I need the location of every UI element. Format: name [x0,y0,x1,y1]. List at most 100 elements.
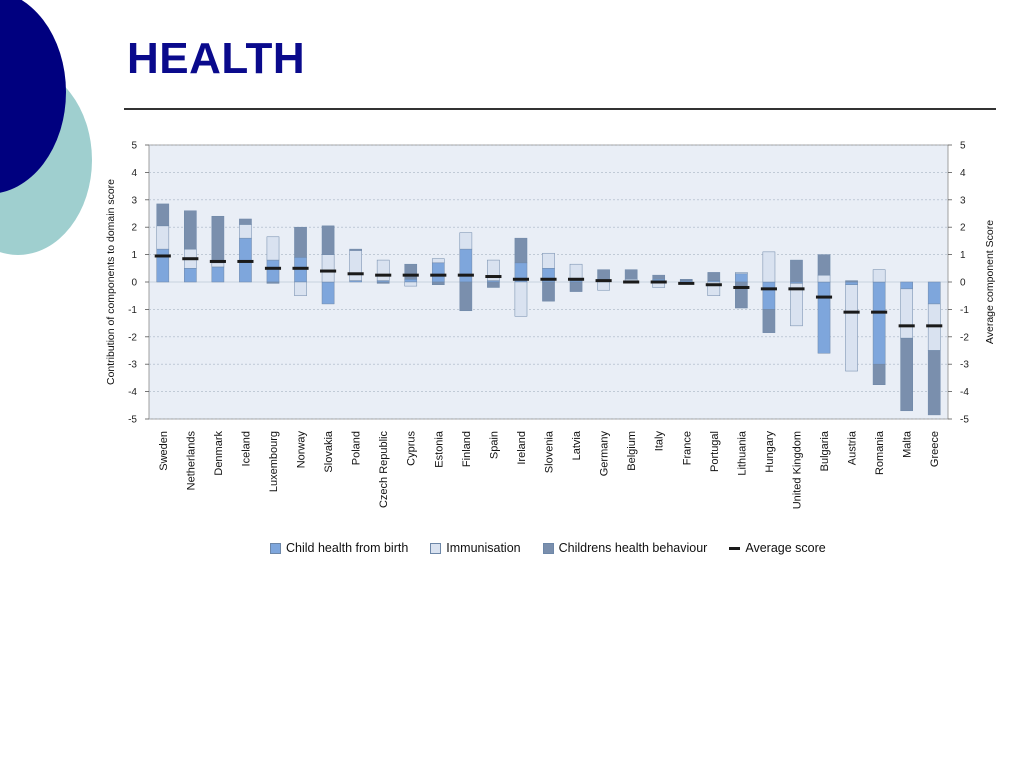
legend-label-behaviour: Childrens health behaviour [558,541,708,555]
bar-immunisation [735,272,748,275]
y2-tick-label: 4 [960,168,966,179]
bar-behaviour [184,210,197,250]
legend-item-immunisation: Immunisation [430,541,521,555]
bar-immunisation [597,281,610,291]
legend-swatch-immunisation [430,542,442,554]
bar-immunisation [404,281,418,287]
average-marker [595,279,612,283]
category-label: Romania [874,430,886,475]
category-label: Greece [929,431,941,467]
bar-child-health [817,281,831,354]
y2-tick-label: -2 [960,332,969,343]
bar-behaviour [679,279,693,281]
category-label: Lithuania [736,430,748,476]
average-marker [457,273,474,277]
category-label: Denmark [213,431,225,476]
bar-immunisation [872,269,886,283]
legend-item-child-health: Child health from birth [270,541,408,555]
bar-behaviour [459,281,473,312]
legend-swatch-average [729,546,741,550]
bar-child-health [735,273,748,283]
average-marker [540,277,557,281]
category-label: Luxembourg [268,431,280,492]
y2-tick-label: 2 [960,223,966,234]
category-label: Malta [902,430,914,458]
y2-tick-label: 0 [960,278,966,289]
bar-behaviour [790,259,803,283]
category-label: Germany [599,431,611,477]
category-label: United Kingdom [791,431,803,509]
category-label: France [681,431,693,465]
bar-child-health [184,268,197,283]
average-marker [512,277,530,281]
page-title: HEALTH [127,34,306,83]
category-label: Netherlands [185,431,197,491]
bar-behaviour [845,280,858,283]
title-divider [124,108,996,110]
bar-immunisation [762,251,776,283]
y2-tick-label: 5 [960,141,966,152]
average-marker [898,324,915,328]
average-marker [182,257,199,261]
bar-immunisation [321,254,335,283]
average-marker [705,283,722,287]
average-marker [292,266,309,270]
bar-immunisation [790,283,803,327]
y2-tick-label: -3 [960,360,969,371]
legend-label-child-health: Child health from birth [286,541,409,555]
category-label: Bulgaria [819,430,831,471]
bar-behaviour [156,203,170,227]
bar-behaviour [707,272,721,281]
bar-child-health [156,248,170,283]
bar-immunisation [349,250,362,281]
average-marker [154,254,171,258]
bar-immunisation [542,252,555,269]
legend-label-average: Average score [745,541,826,555]
bar-behaviour [927,350,941,416]
bar-behaviour [817,254,831,276]
bar-behaviour [211,215,225,264]
bar-child-health [459,248,473,283]
bar-behaviour [872,363,886,385]
bar-child-health [211,266,225,283]
y2-tick-label: -4 [960,387,969,398]
y-tick-label: 4 [131,168,137,179]
category-label: Norway [296,431,308,469]
category-label: Cyprus [406,431,418,466]
category-label: Italy [654,431,666,452]
bar-behaviour [652,274,666,280]
category-label: Belgium [626,431,638,471]
average-marker [237,259,254,263]
average-marker [678,281,695,285]
bar-child-health [927,281,941,305]
y2-tick-label: 3 [960,195,966,206]
category-label: Latvia [571,430,583,460]
y-tick-label: -1 [128,305,137,316]
average-marker [209,259,226,263]
legend-swatch-behaviour [542,542,554,554]
legend-label-immunisation: Immunisation [446,541,521,555]
y-tick-label: -3 [128,360,137,371]
average-marker [788,287,805,291]
bar-behaviour [294,226,307,258]
bar-immunisation [900,288,913,339]
average-marker [375,273,392,277]
category-label: Sweden [158,431,170,471]
bar-behaviour [376,281,390,284]
bar-immunisation [514,281,528,317]
bar-behaviour [569,281,583,292]
average-marker [567,277,585,281]
bar-child-health [404,279,418,283]
category-label: Slovenia [544,430,556,473]
average-marker [264,266,282,270]
average-marker [760,287,777,291]
category-label: Finland [461,431,473,467]
average-marker [430,273,447,277]
category-label: Spain [488,431,500,459]
y-tick-label: 0 [131,278,137,289]
bar-child-health [431,262,445,283]
average-marker [347,272,364,276]
health-stacked-bar-chart: 5 5 4 4 3 3 2 2 1 1 0 0 -1 -1 -2 -2 -3 -3 -4 -4 -5 -5 Contribu… [105,141,996,510]
bar-immunisation [239,224,252,239]
bar-immunisation [431,258,445,264]
